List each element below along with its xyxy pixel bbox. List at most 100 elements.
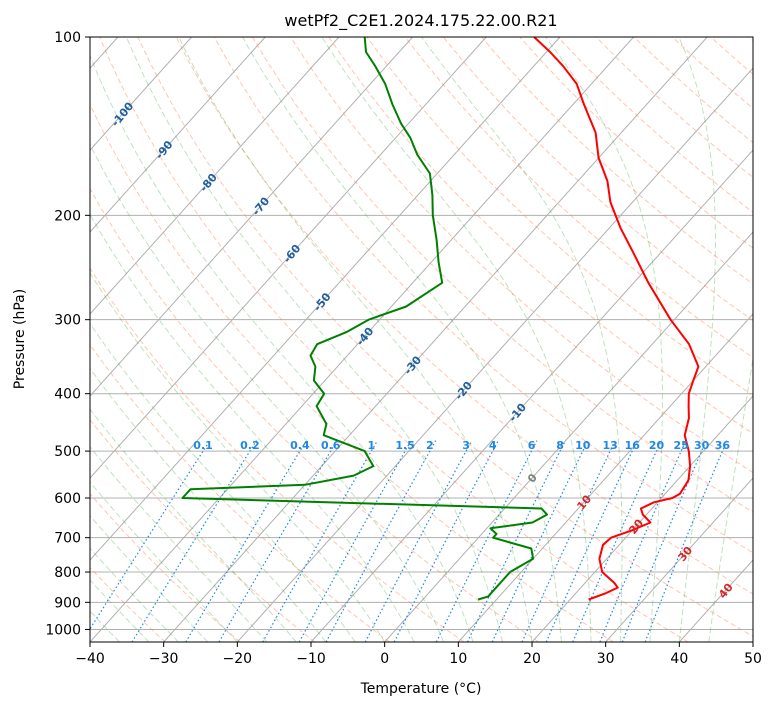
moist-adiabat — [90, 515, 209, 642]
plot-frame — [89, 36, 754, 643]
isotherm-line — [310, 149, 753, 642]
isotherm-line — [384, 231, 753, 642]
dry-adiabat — [328, 37, 753, 435]
dewpoint-profile-line — [181, 37, 548, 601]
series-layer — [181, 37, 700, 601]
isotherm-line — [236, 67, 753, 642]
mixing-ratio-label: 36 — [715, 439, 731, 452]
dry-adiabat — [90, 103, 614, 642]
x-tick-label: 20 — [523, 651, 541, 667]
mixing-ratio-line — [572, 440, 662, 642]
dry-adiabat — [481, 37, 753, 285]
mixing-ratio-label: 25 — [674, 439, 689, 452]
mixing-ratio-line — [262, 440, 378, 642]
temperature-profile-line — [533, 37, 700, 601]
moist-adiabat — [125, 37, 503, 642]
y-tick-label: 300 — [54, 313, 81, 329]
dry-adiabat — [137, 37, 753, 637]
x-tick-label: −30 — [149, 651, 179, 667]
dry-adiabat — [99, 37, 689, 642]
moist-adiabat — [90, 481, 238, 642]
x-tick-label: −10 — [296, 651, 326, 667]
mixing-ratio-label: 1.5 — [395, 439, 415, 452]
y-axis-label: Pressure (hPa) — [12, 289, 28, 389]
y-tick-label: 500 — [54, 444, 81, 460]
mixing-ratio-line — [545, 440, 638, 642]
moist-adiabat — [242, 37, 562, 642]
dry-adiabat — [90, 566, 166, 642]
isotherm-line — [90, 37, 340, 315]
dry-adiabat — [442, 37, 753, 322]
dry-adiabat — [251, 37, 753, 513]
isotherm-line — [752, 641, 753, 642]
isotherm-line — [457, 313, 753, 642]
y-tick-label: 700 — [54, 531, 81, 547]
isotherm-line — [90, 37, 192, 151]
mixing-ratio-label: 13 — [602, 439, 617, 452]
mixing-ratio-label: 3 — [462, 439, 470, 452]
mixing-ratio-label: 8 — [556, 439, 564, 452]
y-tick-label: 100 — [54, 30, 81, 46]
mixing-ratio-line — [90, 440, 211, 631]
mixing-ratio-label: 30 — [694, 439, 710, 452]
moist-adiabat — [321, 37, 592, 642]
moist-adiabat — [90, 367, 327, 642]
moist-adiabat — [545, 37, 663, 642]
y-tick-label: 200 — [54, 208, 81, 224]
moist-adiabat — [678, 37, 716, 642]
dry-adiabat — [175, 37, 753, 595]
mixing-ratio-label: 0.6 — [321, 439, 341, 452]
axis-ticks-layer: −40 −30 −20 −10 0 10 20 30 40 5010020030040050060… — [45, 30, 762, 667]
dry-adiabat — [90, 344, 390, 642]
moist-adiabat — [90, 143, 445, 642]
x-tick-label: −40 — [75, 651, 105, 667]
x-tick-label: 40 — [670, 651, 688, 667]
moist-adiabat — [708, 355, 753, 642]
mixing-ratio-label: 6 — [528, 439, 536, 452]
mixing-ratio-line — [185, 440, 307, 642]
mixing-ratio-label: 20 — [649, 439, 665, 452]
isotherm-line — [90, 37, 561, 561]
x-axis-label: Temperature (°C) — [360, 681, 482, 697]
mixing-ratio-label: 16 — [625, 439, 641, 452]
x-tick-label: 50 — [744, 651, 762, 667]
moist-adiabat — [90, 547, 179, 642]
isotherm-line — [90, 37, 634, 642]
x-tick-label: 0 — [380, 651, 389, 667]
mixing-ratio-label: 0.1 — [193, 439, 213, 452]
y-tick-label: 400 — [54, 387, 81, 403]
mixing-ratio-label: 4 — [489, 439, 497, 452]
x-tick-label: 10 — [449, 651, 467, 667]
dry-adiabat — [366, 37, 753, 396]
y-tick-label: 900 — [54, 595, 81, 611]
mixing-ratio-line — [325, 440, 437, 642]
grid-layer — [90, 37, 753, 642]
isotherm-line — [90, 37, 487, 479]
mixing-ratio-label: 2 — [426, 439, 434, 452]
x-tick-label: −20 — [223, 651, 253, 667]
y-tick-label: 600 — [54, 491, 81, 507]
mixing-ratio-label: 0.4 — [290, 439, 310, 452]
moist-adiabat — [90, 445, 268, 642]
isotherm-line — [90, 37, 413, 397]
dry-adiabat — [90, 187, 540, 642]
moist-adiabat — [421, 37, 623, 642]
y-tick-label: 1000 — [45, 622, 81, 638]
mixing-ratio-label: 10 — [575, 439, 591, 452]
isotherm-line — [531, 395, 753, 642]
dry-adiabat — [90, 267, 465, 642]
moist-adiabat — [90, 579, 150, 642]
moist-adiabat — [178, 37, 533, 642]
moist-adiabat — [90, 213, 415, 642]
isotherm-line — [163, 37, 708, 642]
x-tick-label: 30 — [597, 651, 615, 667]
plot-background — [90, 37, 753, 642]
mixing-ratio-line — [298, 440, 412, 642]
mixing-ratio-label: 0.2 — [240, 439, 260, 452]
mixing-ratio-label: 1 — [368, 439, 376, 452]
mixing-ratio-line — [131, 440, 258, 642]
isotherm-line — [90, 37, 266, 233]
isotherm-line — [605, 477, 753, 642]
moist-adiabat — [90, 408, 297, 642]
